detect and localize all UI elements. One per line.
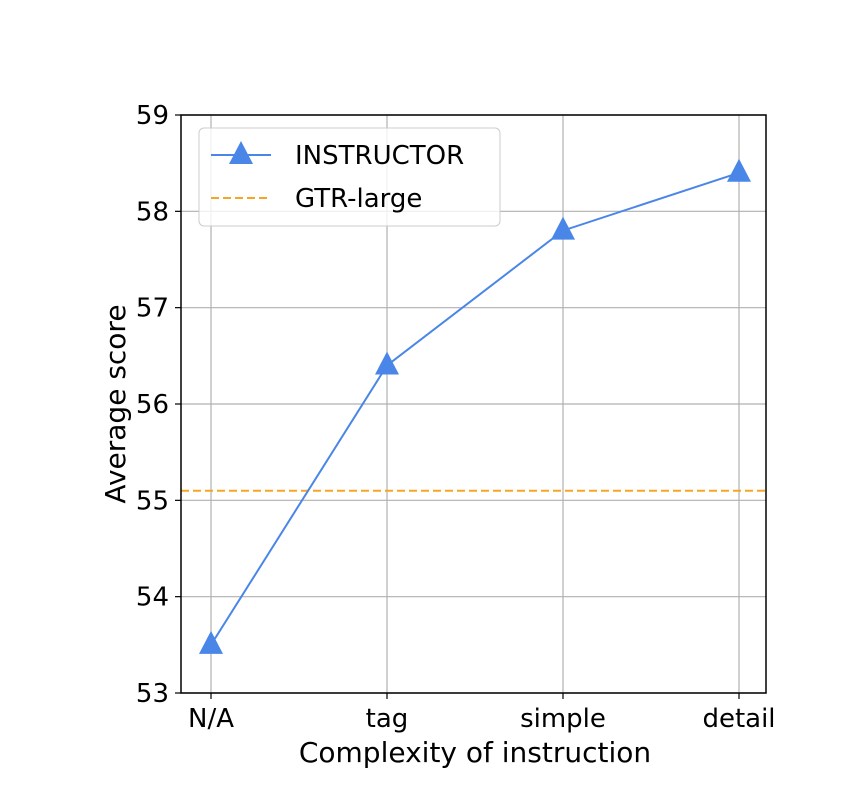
y-tick-label: 53 bbox=[136, 679, 169, 709]
x-tick-label: N/A bbox=[188, 704, 234, 734]
y-axis-label: Average score bbox=[99, 304, 132, 503]
y-tick-label: 56 bbox=[136, 390, 169, 420]
legend: INSTRUCTOR GTR-large bbox=[198, 127, 501, 227]
x-tick-label: simple bbox=[520, 704, 606, 734]
y-tick-label: 58 bbox=[136, 197, 169, 227]
data-point-marker bbox=[375, 351, 399, 375]
y-tick-label: 54 bbox=[136, 583, 169, 613]
y-tick-label: 55 bbox=[136, 486, 169, 516]
y-tick-label: 59 bbox=[136, 101, 169, 131]
axis-ticks: N/A tag simple detail 53 54 55 56 57 58 59 bbox=[136, 101, 776, 734]
legend-box bbox=[198, 127, 501, 227]
legend-instructor-marker bbox=[229, 141, 253, 164]
x-tick-label: tag bbox=[366, 704, 409, 734]
data-point-marker bbox=[199, 630, 223, 654]
series-line-instructor bbox=[210, 171, 740, 646]
legend-gtr-large-label: GTR-large bbox=[295, 184, 422, 214]
series bbox=[199, 158, 751, 654]
data-point-marker bbox=[551, 216, 575, 240]
x-axis-label: Complexity of instruction bbox=[299, 736, 651, 769]
data-point-marker bbox=[727, 158, 751, 182]
y-tick-label: 57 bbox=[136, 294, 169, 324]
x-tick-label: detail bbox=[702, 704, 775, 734]
legend-instructor-label: INSTRUCTOR bbox=[295, 141, 464, 171]
